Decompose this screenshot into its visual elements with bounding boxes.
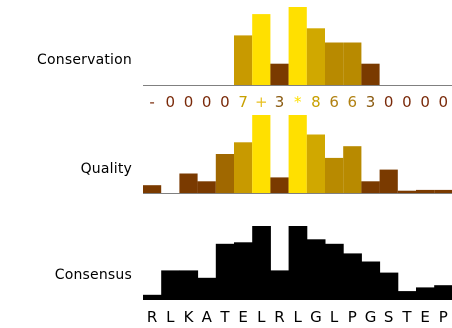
conservation-score: 0 <box>202 93 212 111</box>
consensus-residue: L <box>294 308 303 326</box>
quality-histogram <box>143 115 452 193</box>
consensus-histogram <box>143 226 452 300</box>
consensus-residue: L <box>257 308 266 326</box>
conservation-bar <box>361 63 380 85</box>
consensus-bar <box>343 253 362 300</box>
conservation-score: 0 <box>220 93 230 111</box>
conservation-bar <box>270 63 289 85</box>
conservation-score: 0 <box>420 93 430 111</box>
consensus-bar <box>379 272 399 300</box>
conservation-score: + <box>255 93 268 111</box>
conservation-bar <box>288 7 307 85</box>
conservation-track-label: Conservation <box>37 52 132 68</box>
consensus-bar <box>397 291 417 300</box>
consensus-bar <box>143 294 162 300</box>
quality-bar <box>143 185 162 193</box>
consensus-residue: L <box>330 308 339 326</box>
conservation-bar <box>306 28 325 85</box>
consensus-residue: R <box>147 308 157 326</box>
quality-bar <box>434 189 452 193</box>
consensus-residue: A <box>202 308 213 326</box>
consensus-residue: P <box>348 308 357 326</box>
consensus-bar <box>306 239 326 300</box>
consensus-residue: P <box>439 308 448 326</box>
consensus-residue: G <box>365 308 377 326</box>
quality-bar <box>179 173 198 193</box>
conservation-bar <box>325 42 344 85</box>
conservation-score: 0 <box>439 93 449 111</box>
consensus-residue: R <box>274 308 284 326</box>
conservation-score: * <box>294 93 302 111</box>
consensus-bar <box>234 242 253 300</box>
quality-bar <box>197 181 216 193</box>
quality-bar <box>288 115 307 193</box>
quality-bar <box>379 169 398 193</box>
conservation-score: 7 <box>238 93 248 111</box>
quality-bar <box>325 157 344 193</box>
conservation-scores: -0 0 0 0 7 +3 * 8 6 6 3 0 0 0 0 <box>149 93 448 111</box>
consensus-residue: L <box>166 308 175 326</box>
consensus-bar <box>270 270 290 300</box>
conservation-score: 6 <box>329 93 339 111</box>
conservation-score: 3 <box>366 93 376 111</box>
conservation-histogram <box>234 7 380 86</box>
quality-bar <box>215 154 234 193</box>
consensus-bar <box>161 270 180 300</box>
consensus-bar <box>325 243 344 300</box>
conservation-bar <box>234 35 253 85</box>
quality-bar <box>270 177 289 193</box>
conservation-score: 3 <box>275 93 285 111</box>
quality-bar <box>234 142 253 193</box>
quality-bar <box>306 134 325 193</box>
consensus-bar <box>288 226 308 300</box>
conservation-bar <box>343 42 362 85</box>
consensus-residue: K <box>184 308 195 326</box>
consensus-track-label: Consensus <box>54 267 132 283</box>
quality-bar <box>252 115 271 193</box>
conservation-score: 8 <box>311 93 321 111</box>
quality-track-label: Quality <box>80 161 132 177</box>
conservation-score: 0 <box>384 93 394 111</box>
consensus-residue: T <box>219 308 230 326</box>
quality-bar <box>397 190 416 193</box>
consensus-residue: E <box>420 308 429 326</box>
quality-bar <box>361 181 380 193</box>
conservation-score: 0 <box>166 93 176 111</box>
consensus-bar <box>416 287 435 300</box>
consensus-bar <box>215 243 235 300</box>
quality-bar <box>343 146 362 193</box>
consensus-bar <box>197 277 217 300</box>
conservation-score: 0 <box>402 93 412 111</box>
consensus-residue: E <box>238 308 247 326</box>
conservation-score: 0 <box>184 93 194 111</box>
consensus-bar <box>252 226 271 300</box>
consensus-bar <box>361 261 381 300</box>
conservation-score: - <box>149 93 154 111</box>
consensus-residue: S <box>384 308 394 326</box>
consensus-residue: T <box>401 308 412 326</box>
quality-bar <box>416 189 435 193</box>
consensus-bar <box>179 270 199 300</box>
consensus-residue: G <box>310 308 322 326</box>
conservation-bar <box>252 14 271 86</box>
conservation-score: 6 <box>348 93 358 111</box>
consensus-bar <box>434 285 452 300</box>
